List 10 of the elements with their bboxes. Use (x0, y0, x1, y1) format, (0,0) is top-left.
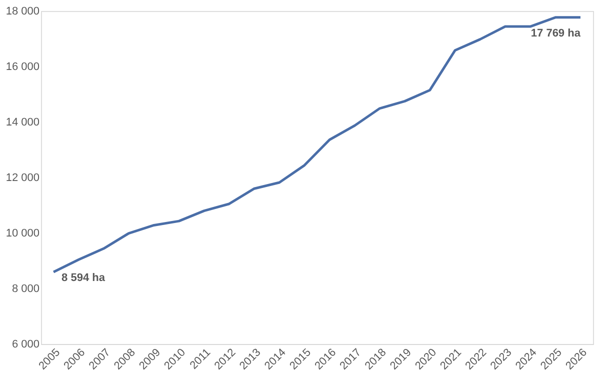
y-tick-label: 18 000 (6, 6, 40, 18)
line-series (52, 16, 582, 274)
y-tick-label: 16 000 (6, 61, 40, 73)
y-tick-label: 10 000 (6, 228, 40, 240)
annotation: 17 769 ha (530, 27, 582, 40)
y-tick-label: 8 000 (12, 283, 40, 295)
y-tick-label: 12 000 (6, 172, 40, 184)
y-tick-label: 14 000 (6, 116, 40, 128)
annotation: 8 594 ha (62, 272, 106, 284)
y-tick-label: 6 000 (12, 338, 40, 350)
